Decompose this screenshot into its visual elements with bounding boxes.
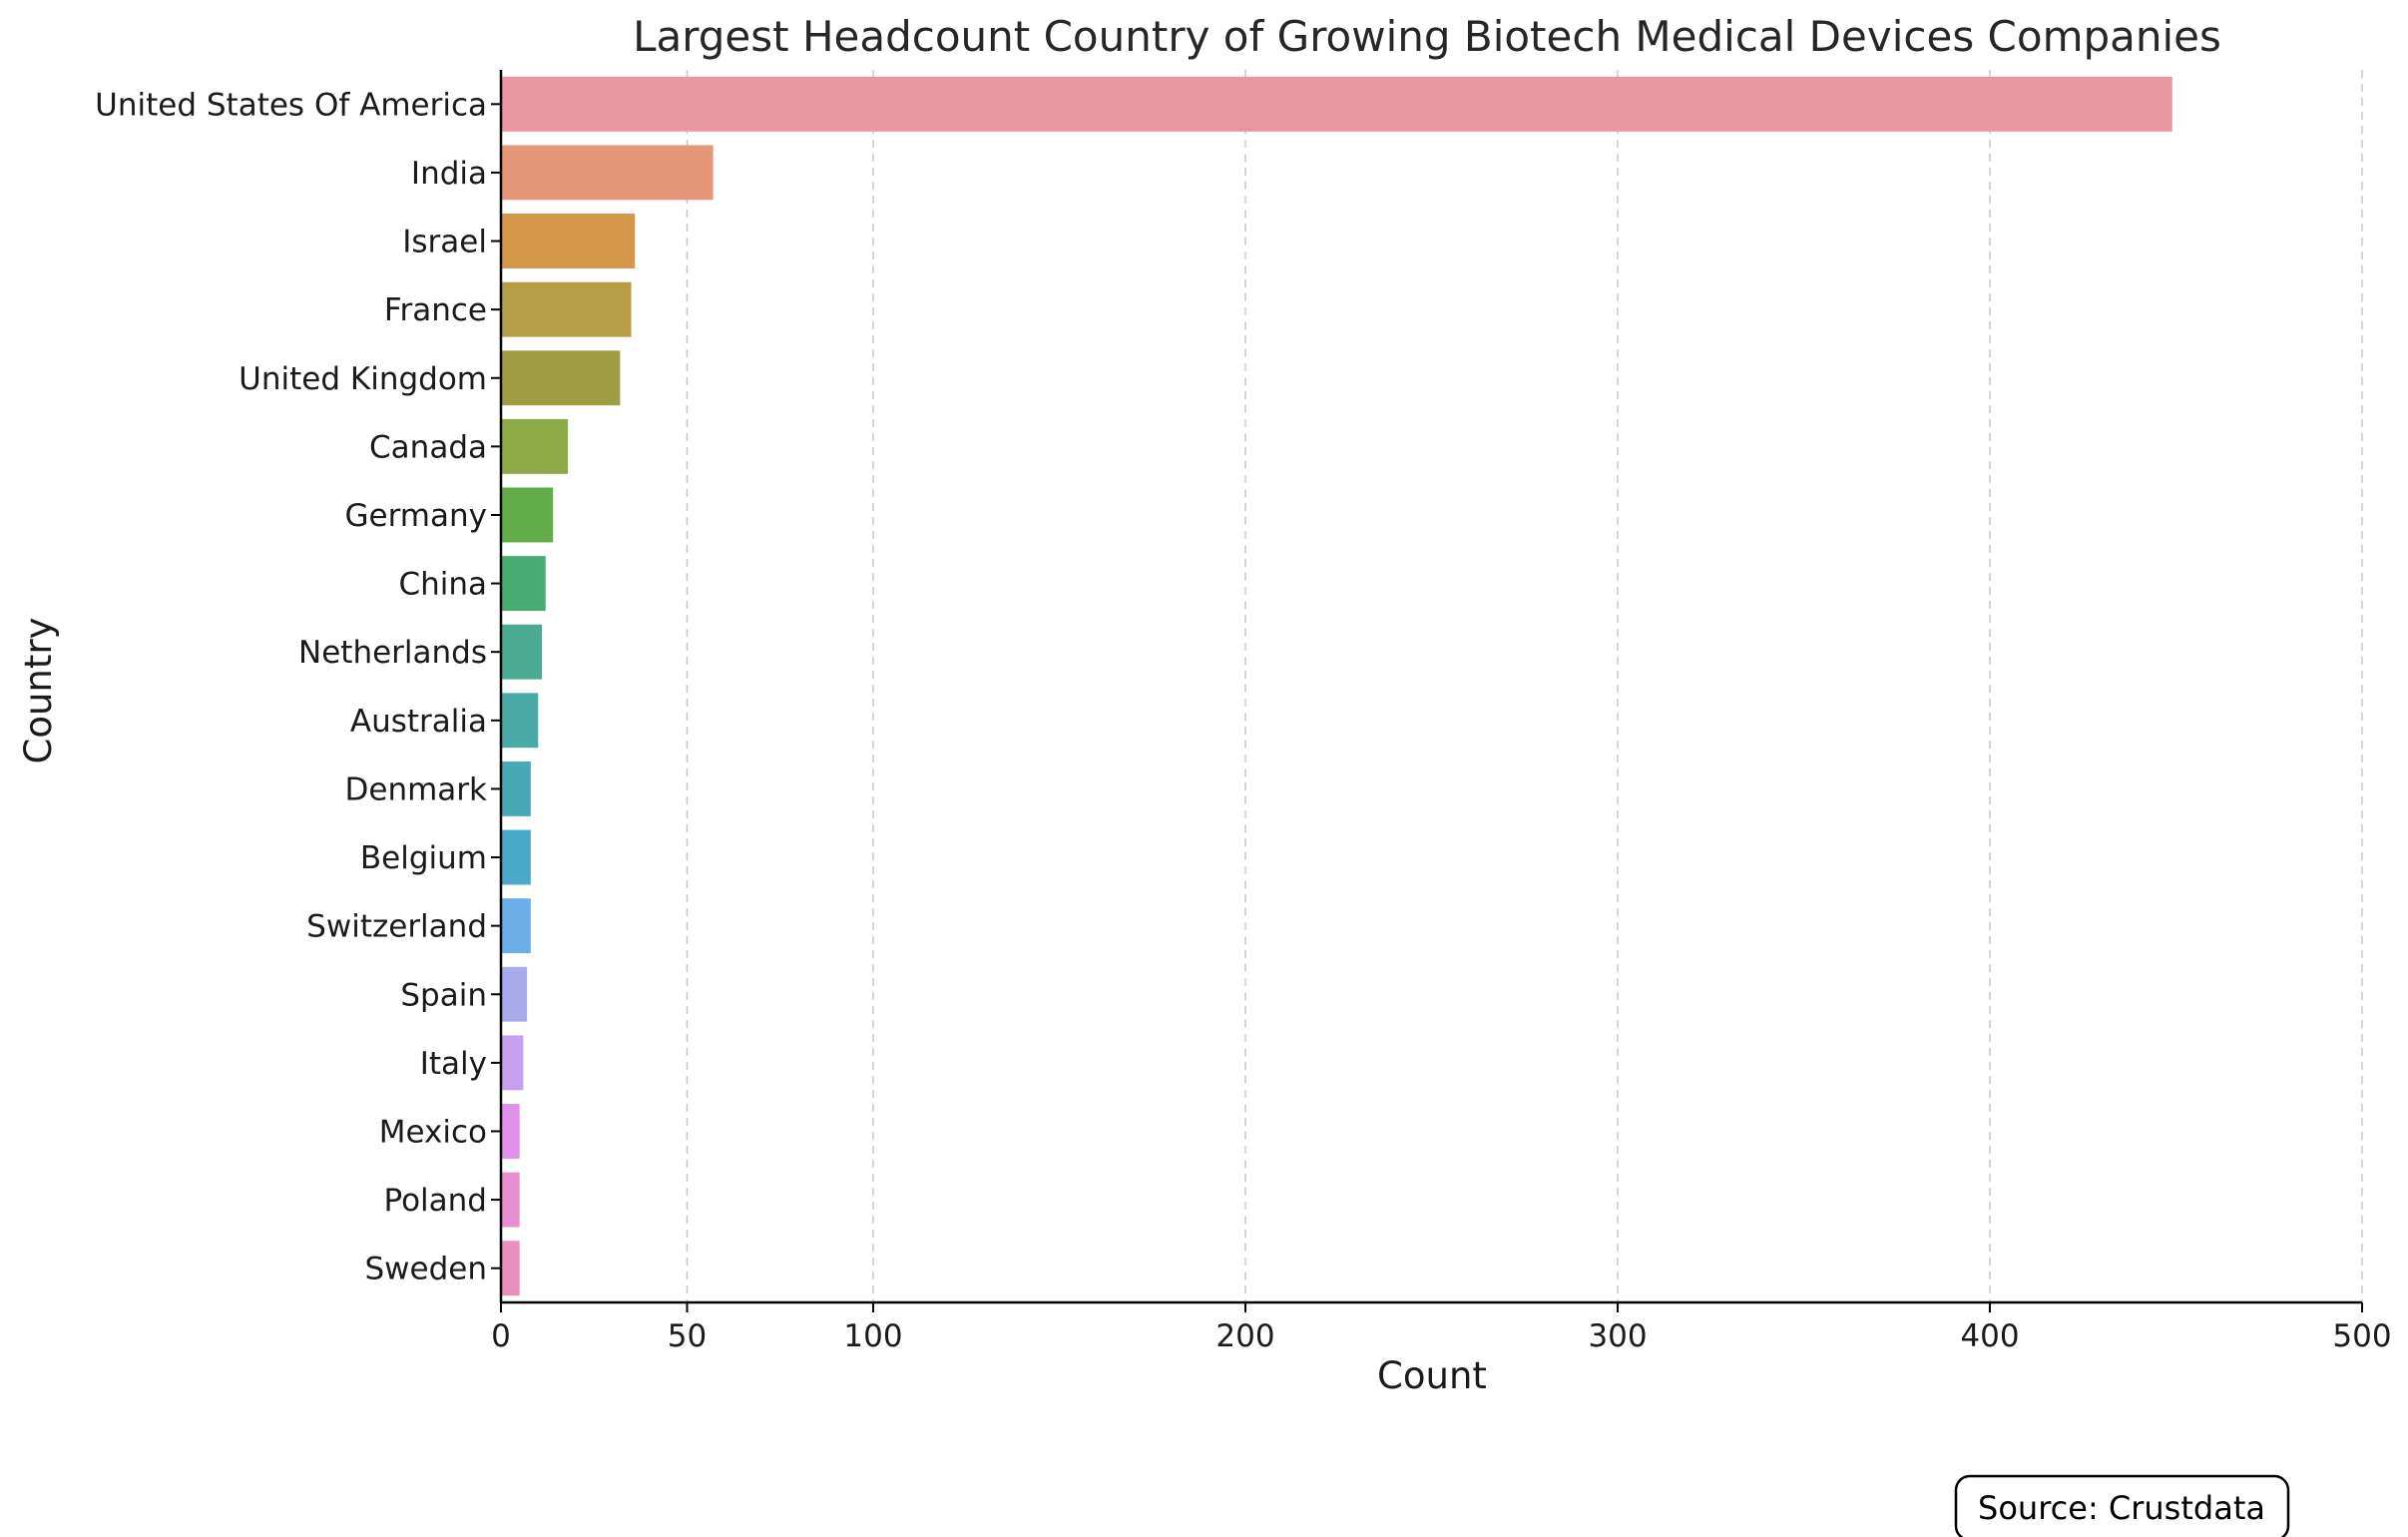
bar <box>502 966 528 1022</box>
bar <box>502 556 546 612</box>
y-tick-label: Sweden <box>364 1252 487 1287</box>
y-tick-label: Italy <box>420 1046 487 1082</box>
bar <box>502 761 531 816</box>
source-label: Source: Crustdata <box>1978 1489 2265 1527</box>
y-tick-label: Germany <box>345 498 487 534</box>
bar <box>502 76 2172 132</box>
y-tick-label: Switzerland <box>306 909 487 945</box>
y-tick-label: Canada <box>369 429 487 465</box>
y-tick-label: India <box>411 156 487 192</box>
y-tick-label: United States Of America <box>95 87 487 123</box>
x-tick-label: 500 <box>2332 1318 2391 1354</box>
y-ticks: United States Of America India Israel Franc… <box>95 87 501 1287</box>
x-tick-label: 50 <box>668 1318 707 1354</box>
bar <box>502 145 714 201</box>
x-ticks: 0 50 100 200 300 400 500 <box>491 1302 2392 1354</box>
y-axis-label: Country <box>17 618 60 765</box>
y-tick-label: Australia <box>350 704 487 740</box>
bar <box>502 693 539 749</box>
y-tick-label: Belgium <box>360 840 487 876</box>
bar <box>502 1172 520 1228</box>
bar <box>502 898 531 954</box>
y-tick-label: France <box>384 292 487 328</box>
source-box: Source: Crustdata <box>1954 1474 2290 1537</box>
bar <box>502 1035 524 1091</box>
bar <box>502 829 531 885</box>
y-tick-label: Netherlands <box>298 635 487 671</box>
y-tick-label: Denmark <box>345 771 488 807</box>
bars <box>502 76 2172 1296</box>
grid <box>686 70 2363 1302</box>
bar <box>502 487 554 543</box>
bar <box>502 214 636 268</box>
y-tick-label: Spain <box>400 977 487 1013</box>
y-tick-label: Mexico <box>379 1114 487 1150</box>
y-tick-label: China <box>398 567 487 603</box>
x-tick-label: 400 <box>1960 1318 2019 1354</box>
bar <box>502 1104 520 1159</box>
bar <box>502 624 543 680</box>
x-tick-label: 100 <box>843 1318 902 1354</box>
x-tick-label: 300 <box>1588 1318 1647 1354</box>
x-tick-label: 200 <box>1215 1318 1274 1354</box>
y-tick-label: Israel <box>402 225 487 260</box>
bar <box>502 350 621 406</box>
y-tick-label: United Kingdom <box>239 361 487 397</box>
x-axis-label: Count <box>1377 1354 1487 1397</box>
bar <box>502 281 632 337</box>
bar <box>502 1241 520 1296</box>
x-tick-label: 0 <box>491 1318 511 1354</box>
y-tick-label: Poland <box>384 1183 488 1219</box>
chart-title: Largest Headcount Country of Growing Bio… <box>633 12 2221 61</box>
bar <box>502 418 569 474</box>
source-box-frame <box>1954 1474 2290 1537</box>
axes <box>499 70 2362 1304</box>
